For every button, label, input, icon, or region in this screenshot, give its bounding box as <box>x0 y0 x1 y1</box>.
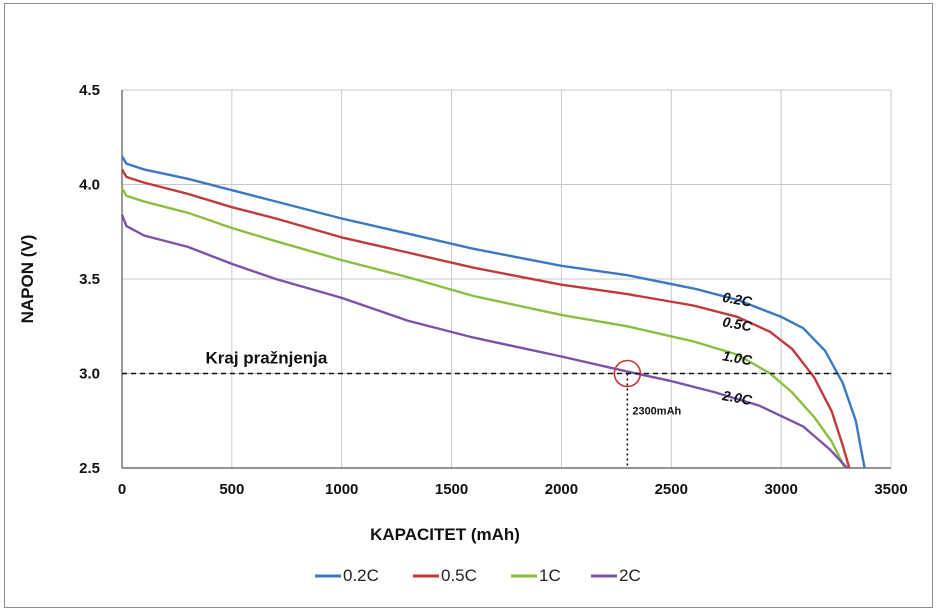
capacity-marker-circle <box>613 359 642 388</box>
x-tick-label: 1000 <box>325 481 358 498</box>
x-tick-label: 0 <box>118 481 126 498</box>
x-tick-label: 3500 <box>874 481 907 498</box>
chart-frame: 0 500 1000 1500 2000 2500 3000 3500 2.5 3.0 3.5 4.0… <box>4 3 933 608</box>
y-tick-label: 4.5 <box>79 82 100 99</box>
axes <box>121 90 891 469</box>
y-axis-title: NAPON (V) <box>18 235 37 324</box>
y-tick-label: 3.5 <box>79 271 100 288</box>
y-tick-label: 4.0 <box>79 177 100 194</box>
curve-label-0.5C: 0.5C <box>721 313 754 334</box>
capacity-marker-label: 2300mAh <box>632 406 681 418</box>
x-tick-label: 1500 <box>435 481 468 498</box>
legend-label-0.5C: 0.5C <box>441 566 477 585</box>
series-line-2C <box>120 214 848 469</box>
y-tick-label: 2.5 <box>79 460 100 477</box>
legend-label-2C: 2C <box>619 566 641 585</box>
tick-labels: 0 500 1000 1500 2000 2500 3000 3500 2.5 3.0 3.5 4.0… <box>79 82 908 498</box>
curve-label-0.2C: 0.2C <box>721 289 754 310</box>
series-line-0.5C <box>120 168 851 469</box>
curve-label-2C: 2.0C <box>720 387 754 408</box>
x-axis-title: KAPACITET (mAh) <box>370 525 520 544</box>
curve-label-1C: 1.0C <box>721 347 754 368</box>
discharge-chart: 0 500 1000 1500 2000 2500 3000 3500 2.5 3.0 3.5 4.0… <box>18 82 908 585</box>
x-tick-label: 3000 <box>764 481 797 498</box>
x-tick-label: 500 <box>219 481 244 498</box>
legend-label-1C: 1C <box>539 566 561 585</box>
series-lines <box>120 155 866 469</box>
legend-label-0.2C: 0.2C <box>343 566 379 585</box>
y-tick-label: 3.0 <box>79 366 100 383</box>
series-line-0.2C <box>120 155 866 469</box>
end-of-discharge-label: Kraj pražnjenja <box>205 349 327 368</box>
series-line-1C <box>120 187 846 469</box>
annotations: Kraj pražnjenja 2300mAh <box>122 349 891 468</box>
x-tick-label: 2500 <box>655 481 688 498</box>
legend: 0.2C 0.5C 1C 2C <box>315 566 641 585</box>
curve-labels: 0.2C 0.5C 1.0C 2.0C <box>720 289 754 408</box>
x-tick-label: 2000 <box>545 481 578 498</box>
